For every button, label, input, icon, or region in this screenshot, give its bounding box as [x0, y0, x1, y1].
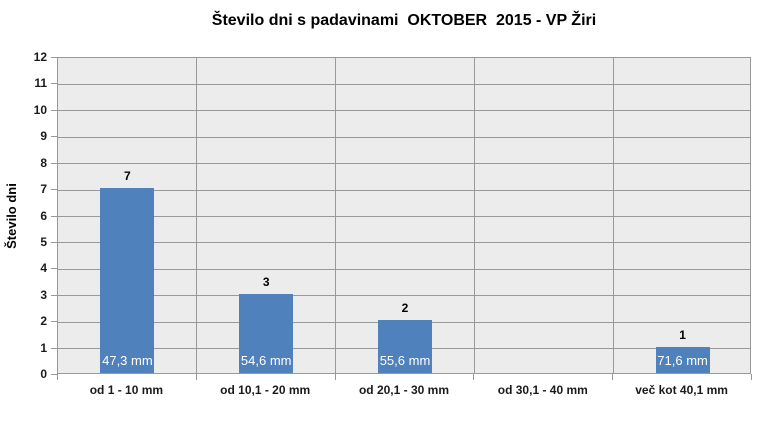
- bar: [100, 188, 155, 373]
- y-tick-label: 4: [40, 261, 47, 276]
- y-tick-label: 10: [33, 102, 47, 117]
- y-tick-label: 0: [40, 367, 47, 381]
- gridline-vertical: [612, 58, 614, 373]
- gridline-vertical: [473, 58, 475, 373]
- x-tick-mark: [195, 374, 197, 380]
- y-tick-label: 1: [40, 340, 47, 355]
- y-tick-label: 5: [40, 234, 47, 249]
- y-tick-label: 6: [40, 208, 47, 223]
- y-tick-mark: [51, 83, 57, 85]
- x-category-label: od 10,1 - 20 mm: [220, 383, 311, 397]
- y-tick-mark: [51, 136, 57, 138]
- gridline-vertical: [335, 58, 337, 373]
- bar-precipitation-label: 55,6 mm: [379, 353, 431, 368]
- y-tick-label: 9: [40, 129, 47, 144]
- plot-area: 7 47,3 mm 3 54,6 mm 2 55,6 mm 1 71,6 mm: [57, 57, 751, 374]
- x-category-label: več kot 40,1 mm: [635, 383, 728, 397]
- y-tick-label: 2: [40, 314, 47, 329]
- y-tick-mark: [51, 109, 57, 111]
- gridline-horizontal: [58, 268, 750, 270]
- bar: [378, 320, 432, 373]
- y-tick-label: 12: [33, 50, 47, 64]
- gridline-horizontal: [58, 110, 750, 112]
- x-tick-mark: [751, 374, 752, 380]
- x-category-label: od 30,1 - 40 mm: [497, 383, 588, 397]
- bar-value-label: 2: [401, 301, 409, 316]
- y-tick-mark: [51, 57, 57, 58]
- y-tick-mark: [51, 162, 57, 164]
- bar: [655, 346, 710, 373]
- x-tick-mark: [57, 374, 58, 380]
- x-tick-mark: [612, 374, 614, 380]
- bar-precipitation-label: 71,6 mm: [657, 353, 708, 368]
- gridline-vertical: [196, 58, 198, 373]
- y-tick-mark: [51, 215, 57, 217]
- chart-title: Število dni s padavinami OKTOBER 2015 - …: [211, 12, 597, 29]
- gridline-horizontal: [58, 216, 750, 217]
- bar-value-label: 1: [679, 327, 686, 342]
- gridline-horizontal: [58, 83, 750, 85]
- y-tick-mark: [51, 347, 57, 349]
- y-tick-label: 7: [40, 182, 47, 197]
- gridline-horizontal: [58, 163, 750, 165]
- x-category-label: od 1 - 10 mm: [89, 383, 164, 397]
- x-tick-mark: [334, 374, 336, 380]
- gridline-horizontal: [58, 189, 750, 191]
- bar-value-label: 3: [262, 274, 270, 289]
- bar-precipitation-label: 54,6 mm: [240, 353, 292, 368]
- bar-precipitation-label: 47,3 mm: [102, 353, 153, 368]
- gridline-horizontal: [58, 242, 750, 244]
- y-tick-label: 8: [40, 155, 47, 170]
- y-tick-mark: [51, 241, 57, 243]
- y-tick-mark: [51, 189, 57, 191]
- y-tick-label: 3: [40, 287, 47, 302]
- y-tick-mark: [51, 294, 57, 296]
- y-tick-mark: [51, 321, 57, 323]
- y-tick-mark: [51, 374, 57, 375]
- gridline-horizontal: [58, 295, 750, 297]
- gridline-horizontal: [58, 136, 750, 138]
- bar: [239, 293, 294, 373]
- y-tick-label: 11: [34, 76, 47, 91]
- y-tick-mark: [51, 268, 57, 270]
- bar-value-label: 7: [124, 169, 131, 184]
- x-category-label: od 20,1 - 30 mm: [358, 383, 450, 397]
- x-tick-mark: [473, 374, 475, 380]
